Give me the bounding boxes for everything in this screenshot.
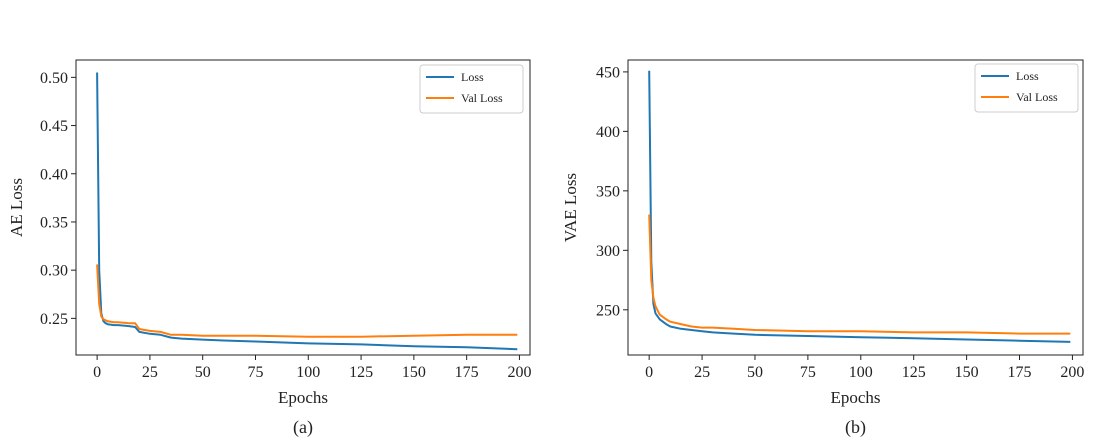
- chart-1-xlabel: Epochs: [830, 388, 880, 407]
- chart-1-xtick-label: 100: [849, 364, 873, 381]
- chart-0-xtick-label: 25: [142, 364, 158, 381]
- chart-1-ytick-label: 250: [596, 302, 620, 319]
- chart-0-legend-label: Loss: [461, 70, 484, 84]
- chart-0: 0 25 50 75 100 125 150 175 200 0.25 0.30 0.35 0.40 0.…: [7, 59, 531, 438]
- chart-1-ytick-label: 350: [596, 183, 620, 200]
- chart-1-series-loss: [648, 70, 1071, 343]
- chart-0-ytick-label: 0.50: [40, 70, 68, 87]
- chart-0-ytick-label: 0.40: [40, 166, 68, 183]
- chart-1-ylabel: VAE Loss: [561, 173, 580, 242]
- chart-0-xtick-label: 200: [507, 364, 531, 381]
- chart-0-legend-label: Val Loss: [461, 91, 503, 105]
- chart-1-xtick-label: 175: [1008, 364, 1032, 381]
- chart-1-xtick-label: 200: [1060, 364, 1084, 381]
- chart-0-series-loss: [96, 72, 518, 351]
- chart-0-xtick-label: 175: [455, 364, 479, 381]
- chart-1-series-val-loss: [648, 214, 1071, 335]
- chart-1-xtick-label: 125: [902, 364, 926, 381]
- chart-0-legend: Loss Val Loss: [419, 64, 524, 114]
- chart-0-xtick-label: 125: [349, 364, 373, 381]
- chart-1-legend: Loss Val Loss: [974, 63, 1079, 113]
- chart-1-ytick-label: 450: [596, 64, 620, 81]
- chart-1-xtick-label: 150: [955, 364, 979, 381]
- chart-1-frame: [627, 59, 1084, 356]
- chart-0-xlabel: Epochs: [278, 388, 328, 407]
- chart-1-xtick-label: 75: [800, 364, 816, 381]
- chart-0-caption: (a): [293, 417, 313, 438]
- chart-1-ytick-label: 400: [596, 124, 620, 141]
- chart-0-xtick-label: 50: [195, 364, 211, 381]
- chart-0-xtick-label: 0: [93, 364, 101, 381]
- chart-0-xtick-label: 75: [247, 364, 263, 381]
- chart-0-ytick-label: 0.30: [40, 263, 68, 280]
- chart-1: 0 25 50 75 100 125 150 175 200 250 300 350 400 450 Epo…: [561, 59, 1084, 438]
- chart-1-legend-label: Val Loss: [1016, 90, 1058, 104]
- chart-1-legend-label: Loss: [1016, 69, 1039, 83]
- chart-0-ytick-label: 0.35: [40, 214, 68, 231]
- chart-0-ylabel: AE Loss: [7, 178, 26, 237]
- chart-1-xtick-label: 25: [694, 364, 710, 381]
- chart-0-series-val-loss: [96, 264, 518, 338]
- chart-0-frame: [75, 59, 531, 356]
- chart-1-xtick-label: 0: [645, 364, 653, 381]
- chart-0-ytick-label: 0.45: [40, 118, 68, 135]
- chart-1-caption: (b): [845, 417, 866, 438]
- chart-0-ytick-label: 0.25: [40, 311, 68, 328]
- chart-1-xtick-label: 50: [747, 364, 763, 381]
- chart-1-ytick-label: 300: [596, 243, 620, 260]
- chart-0-xtick-label: 100: [296, 364, 320, 381]
- chart-0-xtick-label: 150: [402, 364, 426, 381]
